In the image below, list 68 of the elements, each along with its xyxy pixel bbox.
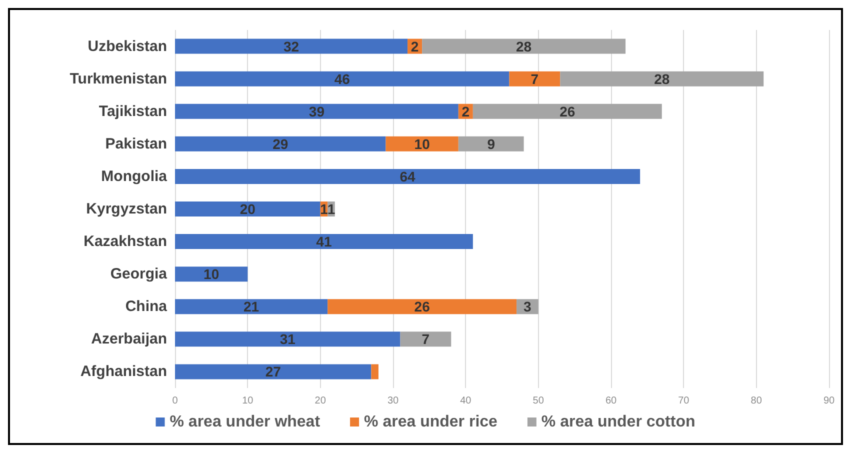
data-label: 31 [280, 331, 296, 348]
bar [175, 332, 400, 347]
legend-label: % area under cotton [541, 414, 696, 430]
x-tick-label: 40 [460, 396, 472, 406]
y-tick-label: Turkmenistan [70, 70, 167, 88]
data-label: 7 [530, 70, 539, 87]
bar [458, 136, 524, 152]
bar [400, 332, 452, 347]
data-label: 2 [462, 103, 470, 120]
data-label: 64 [400, 168, 416, 184]
data-label: 21 [244, 298, 260, 315]
bar [509, 71, 560, 86]
y-tick-label: Pakistan [105, 135, 167, 152]
data-label: 29 [272, 136, 288, 152]
x-tick-label: 80 [750, 396, 762, 406]
x-tick-label: 70 [678, 396, 690, 406]
x-tick-label: 60 [605, 396, 617, 406]
data-label: 27 [265, 364, 282, 380]
data-label: 3 [524, 298, 532, 315]
data-label: 28 [516, 38, 532, 54]
y-tick-label: Georgia [110, 266, 168, 283]
x-tick-label: 20 [314, 396, 326, 406]
bar [175, 71, 510, 86]
data-label: 39 [308, 103, 325, 120]
x-tick-label: 30 [387, 396, 399, 406]
y-tick-label: Tajikistan [98, 102, 167, 120]
y-tick-label: Uzbekistan [88, 38, 167, 55]
bar [328, 299, 517, 314]
data-label: 7 [422, 331, 430, 348]
bar [472, 104, 662, 119]
data-label: 32 [283, 38, 300, 54]
data-label: 10 [414, 136, 430, 152]
bar [560, 71, 764, 86]
y-tick-label: Afghanistan [80, 363, 167, 380]
data-label: 20 [240, 201, 256, 217]
data-label: 26 [560, 103, 576, 120]
bar [175, 168, 640, 184]
y-tick-label: China [125, 298, 168, 316]
data-label: 28 [654, 70, 670, 87]
bar [175, 299, 328, 314]
data-label: 41 [316, 234, 332, 250]
x-tick-label: 10 [242, 396, 254, 406]
bar [175, 202, 320, 216]
bar [422, 38, 626, 54]
data-label: 1 [327, 201, 336, 217]
x-tick-label: 50 [532, 396, 544, 406]
legend-label: % area under wheat [170, 414, 321, 430]
y-tick-label: Mongolia [101, 168, 168, 185]
bar [175, 104, 458, 119]
bar [386, 136, 458, 152]
bar [175, 38, 408, 54]
bar [175, 266, 248, 282]
bar [175, 234, 473, 250]
data-label: 9 [487, 136, 496, 152]
x-tick-label: 0 [172, 396, 178, 406]
data-label: 26 [414, 298, 430, 315]
x-tick-label: 90 [823, 396, 835, 406]
bar [175, 364, 372, 380]
bar [371, 364, 378, 380]
y-tick-label: Kazakhstan [84, 233, 167, 250]
data-label: 10 [204, 266, 220, 282]
y-tick-label: Azerbaijan [91, 330, 167, 348]
legend-label: % area under rice [364, 414, 498, 430]
y-tick-label: Kyrgyzstan [86, 200, 167, 218]
data-label: 2 [410, 38, 419, 54]
data-label: 1 [320, 201, 328, 217]
data-label: 46 [334, 70, 350, 87]
bar [175, 136, 386, 152]
